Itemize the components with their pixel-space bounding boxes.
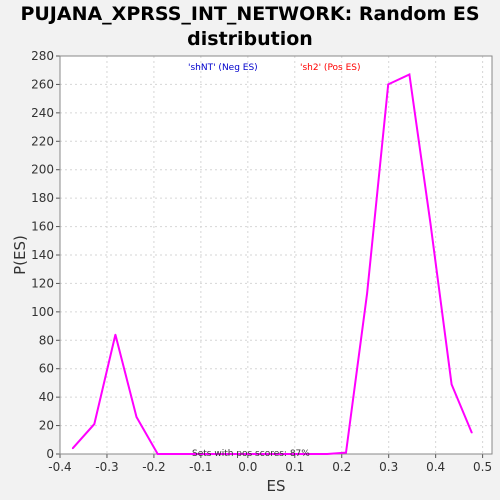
y-tick-label: 40 <box>39 390 54 404</box>
x-tick-label: 0.5 <box>473 460 492 474</box>
x-axis-label: ES <box>267 477 286 495</box>
x-tick-label: 0.2 <box>332 460 351 474</box>
data-point <box>471 431 473 434</box>
y-tick-label: 220 <box>31 134 54 148</box>
data-point <box>114 333 117 336</box>
x-tick-label: 0.4 <box>426 460 445 474</box>
y-tick-label: 260 <box>31 77 54 91</box>
grid-lines <box>59 55 492 454</box>
data-point <box>284 453 286 455</box>
data-point <box>305 453 307 455</box>
data-point <box>199 453 202 455</box>
x-tick-label: 0.1 <box>285 460 304 474</box>
chart-title: PUJANA_XPRSS_INT_NETWORK: Random ES dist… <box>0 2 500 52</box>
y-tick-label: 0 <box>46 447 54 461</box>
data-point <box>156 453 159 455</box>
x-tick-label: 0.0 <box>238 460 257 474</box>
x-tick-label: -0.1 <box>189 460 212 474</box>
data-point <box>178 453 180 455</box>
legend-item: 'sh2' (Pos ES) <box>300 63 361 73</box>
data-point <box>241 453 244 455</box>
y-tick-label: 120 <box>31 276 54 290</box>
chart-title-line-1: PUJANA_XPRSS_INT_NETWORK: Random ES <box>20 3 480 25</box>
y-tick-label: 100 <box>31 305 54 319</box>
y-tick-label: 20 <box>39 419 54 433</box>
y-tick-label: 240 <box>31 106 54 120</box>
y-tick-label: 200 <box>31 163 54 177</box>
annotation-text: Sets with pos scores: 87% <box>192 449 310 459</box>
data-point <box>408 73 411 76</box>
y-tick-label: 60 <box>39 362 54 376</box>
legend-item: 'shNT' (Neg ES) <box>188 63 258 73</box>
legend: 'shNT' (Neg ES) 'sh2' (Pos ES) <box>188 63 361 73</box>
y-tick-label: 280 <box>31 49 54 63</box>
x-tick-label: -0.2 <box>142 460 165 474</box>
x-tick-label: 0.3 <box>379 460 398 474</box>
x-tick-label: -0.3 <box>95 460 118 474</box>
y-tick-label: 180 <box>31 191 54 205</box>
data-point <box>429 222 432 225</box>
x-tick-label: -0.4 <box>48 460 71 474</box>
data-point <box>135 416 138 418</box>
y-axis-label: P(ES) <box>11 235 29 275</box>
data-point <box>450 383 453 386</box>
data-point <box>93 423 96 425</box>
y-tick-label: 80 <box>39 333 54 347</box>
data-point <box>71 447 74 450</box>
data-point <box>345 451 347 454</box>
data-point <box>262 453 265 455</box>
y-tick-label: 140 <box>31 248 54 262</box>
data-point <box>387 83 390 86</box>
data-point <box>366 292 368 295</box>
data-point <box>220 453 223 455</box>
y-tick-label: 160 <box>31 220 54 234</box>
series-line <box>71 73 473 455</box>
data-point <box>326 453 328 455</box>
series-layer <box>71 73 473 455</box>
chart-title-line-2: distribution <box>187 28 313 50</box>
